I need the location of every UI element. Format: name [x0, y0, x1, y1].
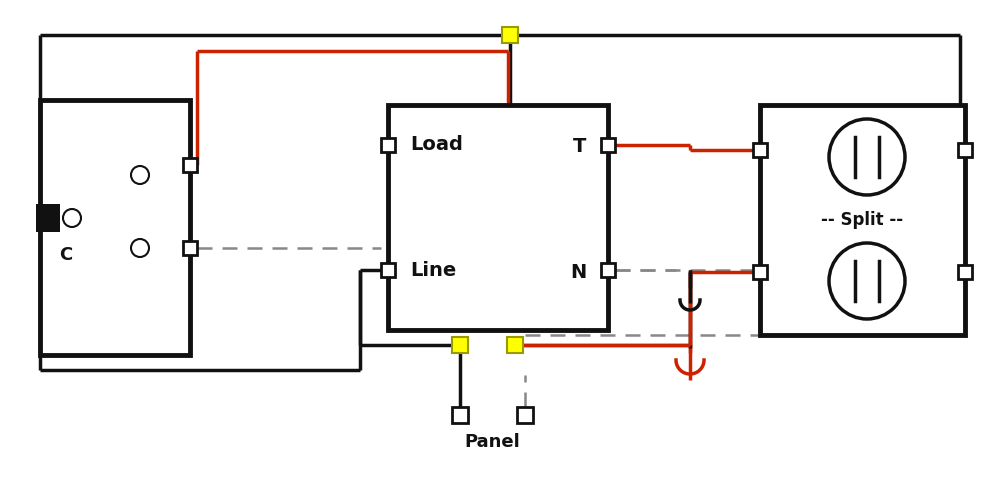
Bar [183, 241, 197, 255]
Text: T: T [572, 137, 586, 157]
Circle shape [131, 239, 149, 257]
Circle shape [829, 243, 905, 319]
Bar [760, 105, 965, 335]
Circle shape [63, 209, 81, 227]
Text: Panel: Panel [465, 433, 520, 451]
Bar [507, 337, 523, 353]
Text: Line: Line [410, 261, 457, 280]
Bar [601, 138, 615, 152]
Bar [601, 263, 615, 277]
Bar [183, 158, 197, 172]
Bar [502, 27, 518, 43]
Bar [452, 407, 468, 423]
Text: C: C [59, 246, 73, 264]
Bar [381, 138, 395, 152]
Text: -- Split --: -- Split -- [821, 211, 903, 229]
Bar [452, 337, 468, 353]
Bar [388, 105, 608, 330]
Bar [36, 204, 60, 232]
Bar [753, 143, 767, 157]
Text: Load: Load [410, 136, 463, 155]
Bar [958, 265, 972, 279]
Bar [958, 143, 972, 157]
Bar [753, 265, 767, 279]
Bar [381, 263, 395, 277]
Bar [40, 100, 190, 355]
Circle shape [829, 119, 905, 195]
Circle shape [131, 166, 149, 184]
Text: N: N [569, 262, 586, 282]
Bar [517, 407, 533, 423]
